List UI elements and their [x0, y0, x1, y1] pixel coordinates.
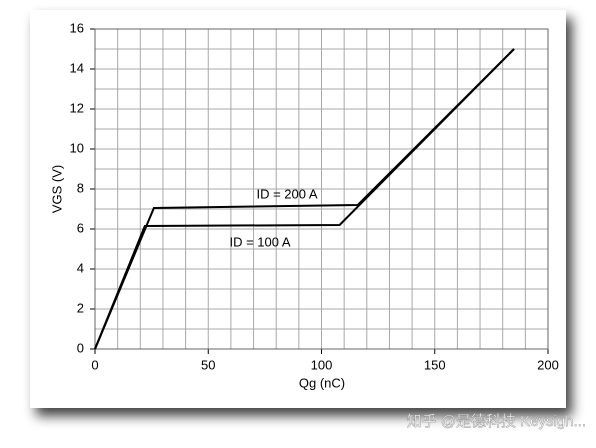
x-tick-label: 0: [91, 357, 98, 372]
x-tick-label: 100: [311, 357, 333, 372]
x-tick-label: 50: [201, 357, 215, 372]
series-line: [94, 48, 515, 350]
y-tick-label: 12: [70, 100, 84, 115]
x-tick-label: 200: [537, 357, 559, 372]
plot-border: [94, 28, 549, 350]
y-tick-label: 10: [70, 140, 84, 155]
x-tick-label: 150: [424, 357, 446, 372]
y-tick-label: 16: [70, 20, 84, 35]
series-label: ID = 200 A: [256, 186, 317, 201]
x-axis-title: Qg (nC): [299, 375, 345, 390]
y-tick-label: 6: [77, 220, 84, 235]
y-tick-label: 2: [77, 300, 84, 315]
series-label: ID = 100 A: [229, 234, 290, 249]
y-tick-label: 8: [77, 180, 84, 195]
y-tick-label: 0: [77, 340, 84, 355]
watermark: 知乎 @是德科技 Keysigh...: [407, 412, 586, 430]
y-axis-title: VGS (V): [49, 165, 64, 213]
y-tick-label: 4: [77, 260, 84, 275]
y-tick-label: 14: [70, 60, 84, 75]
